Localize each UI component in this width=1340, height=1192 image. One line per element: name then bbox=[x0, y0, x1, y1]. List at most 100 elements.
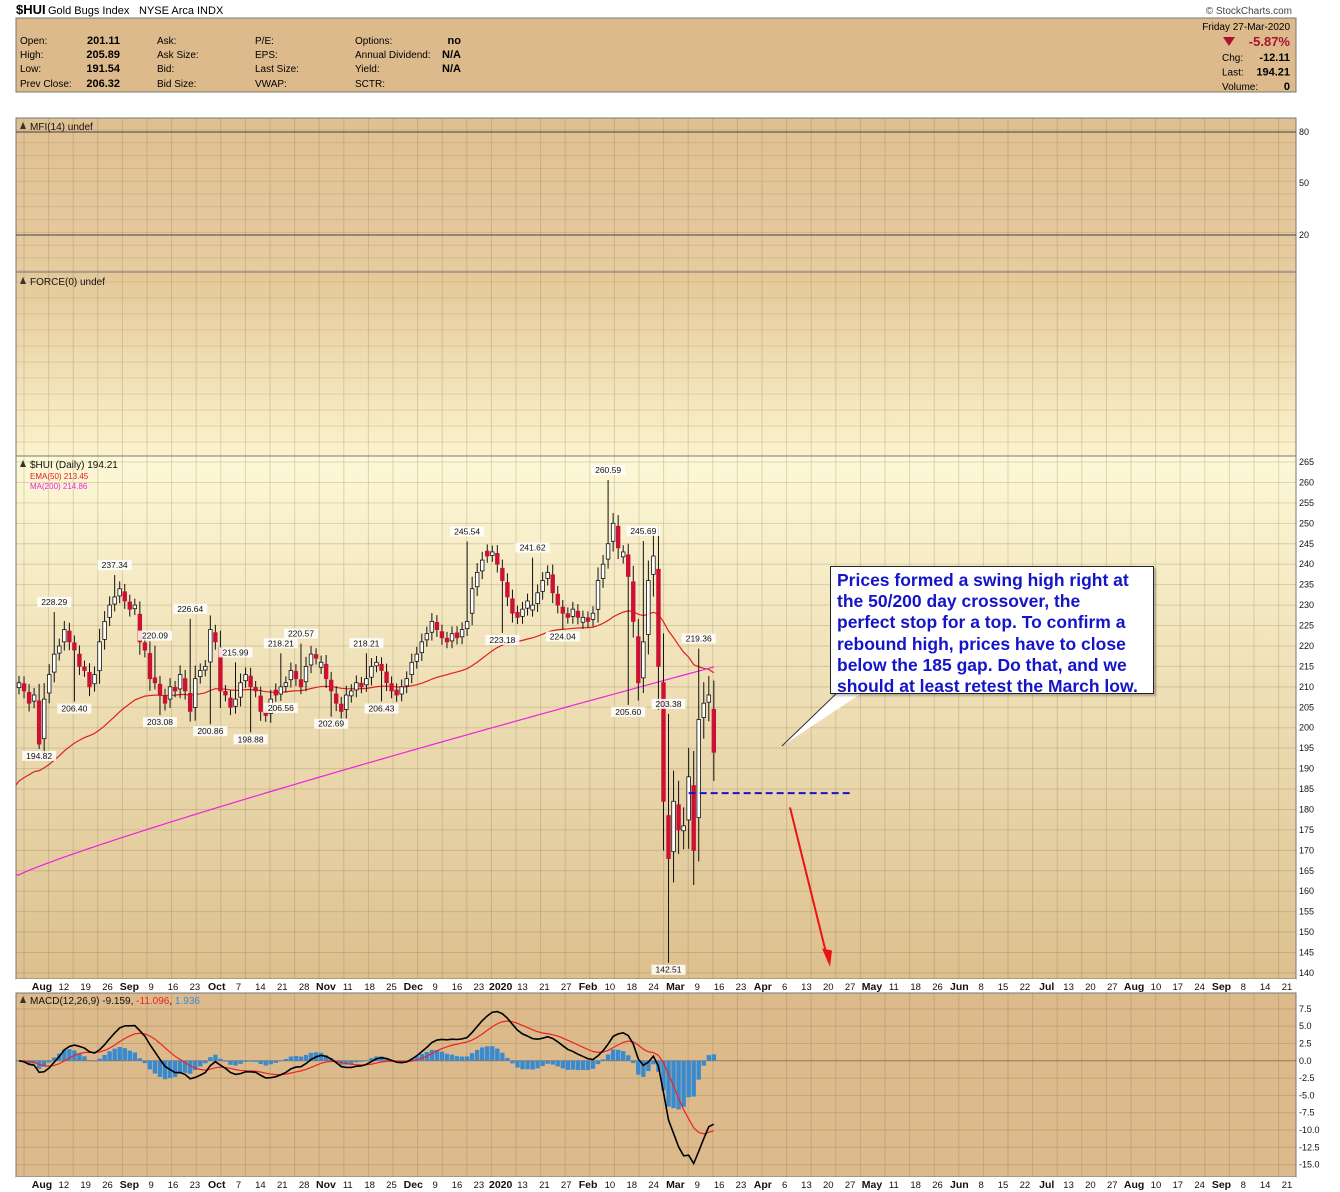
price-tick: 180 bbox=[1299, 804, 1314, 814]
candle bbox=[41, 698, 47, 740]
candle bbox=[676, 804, 681, 831]
candle bbox=[444, 637, 450, 643]
histogram-bar bbox=[626, 1055, 631, 1061]
candle bbox=[208, 629, 213, 663]
candle bbox=[424, 633, 430, 641]
x-axis-label: Jun bbox=[950, 981, 969, 993]
x-axis-label: 27 bbox=[1107, 982, 1118, 993]
quote-value: N/A bbox=[442, 63, 461, 75]
x-axis-label: 10 bbox=[605, 1180, 616, 1191]
candle bbox=[434, 622, 440, 631]
candle bbox=[520, 608, 525, 617]
watermark: © StockCharts.com bbox=[1206, 6, 1292, 17]
macd-label: MACD(12,26,9) bbox=[30, 996, 99, 1007]
quote-date: Friday 27-Mar-2020 bbox=[1202, 22, 1290, 33]
histogram-bar bbox=[565, 1060, 571, 1070]
histogram-bar bbox=[218, 1058, 223, 1061]
candle bbox=[469, 588, 475, 614]
x-axis-label: 8 bbox=[1241, 1180, 1246, 1191]
macd-y-axis: 7.5 5.0 2.5 0.0 -2.5 -5.0 -7.5 -10.0 -12.5 -15.0 bbox=[1299, 1004, 1320, 1170]
histogram-bar bbox=[459, 1056, 465, 1061]
histogram-bar bbox=[671, 1060, 676, 1109]
quote-value: no bbox=[448, 35, 462, 47]
x-axis-label: 28 bbox=[299, 1180, 310, 1191]
price-label-bg bbox=[450, 526, 485, 537]
histogram-bar bbox=[193, 1060, 198, 1071]
x-axis-label: 18 bbox=[910, 1180, 921, 1191]
candle bbox=[666, 815, 671, 859]
histogram-bar bbox=[469, 1053, 475, 1061]
x-axis-label: 18 bbox=[626, 1180, 637, 1191]
x-axis-label: Jul bbox=[1039, 981, 1054, 993]
candle bbox=[374, 661, 379, 667]
histogram-bar bbox=[364, 1060, 369, 1061]
down-arrow bbox=[789, 807, 828, 957]
histogram-bar bbox=[147, 1060, 153, 1070]
macd-tick: 7.5 bbox=[1299, 1004, 1312, 1014]
histogram-bar bbox=[47, 1060, 52, 1063]
candle bbox=[213, 632, 218, 643]
macd-tick: -5.0 bbox=[1299, 1090, 1315, 1100]
mfi-tick: 20 bbox=[1299, 230, 1309, 240]
quote-value: 201.11 bbox=[87, 35, 120, 47]
price-tick: 185 bbox=[1299, 784, 1314, 794]
x-axis-band-top bbox=[16, 979, 1296, 993]
quote-label: Ask: bbox=[157, 36, 176, 47]
price-label-text: 198.88 bbox=[238, 734, 264, 744]
x-axis-label: 13 bbox=[801, 982, 812, 993]
macd-line bbox=[18, 1010, 715, 1166]
price-label-bg bbox=[364, 703, 399, 714]
x-axis-label: 8 bbox=[1241, 982, 1246, 993]
candle bbox=[182, 678, 188, 692]
price-label-text: 228.29 bbox=[41, 597, 67, 607]
candle bbox=[615, 525, 621, 549]
annotation-box: Prices formed a swing high right at the … bbox=[830, 566, 1154, 696]
candle bbox=[550, 574, 555, 594]
candle bbox=[691, 785, 696, 851]
candle bbox=[449, 633, 455, 642]
x-axis-label: Sep bbox=[1212, 981, 1231, 993]
candle bbox=[565, 613, 571, 618]
histogram-bar bbox=[661, 1060, 666, 1091]
x-axis-label: Mar bbox=[666, 981, 685, 993]
macd-tick: -7.5 bbox=[1299, 1108, 1315, 1118]
candle bbox=[459, 629, 465, 638]
x-axis-label: Aug bbox=[1124, 1179, 1144, 1191]
price-panel-icon bbox=[20, 460, 26, 467]
quote-label: Open: bbox=[20, 36, 47, 47]
x-axis-label: 19 bbox=[80, 982, 91, 993]
mfi-tick: 80 bbox=[1299, 127, 1309, 137]
x-axis-label: 26 bbox=[102, 1180, 113, 1191]
histogram-bar bbox=[273, 1060, 278, 1063]
x-axis-label: 13 bbox=[801, 1180, 812, 1191]
candle bbox=[328, 679, 334, 692]
histogram-bar bbox=[590, 1060, 596, 1069]
x-axis-label: 12 bbox=[59, 982, 70, 993]
x-axis-label: Dec bbox=[404, 1179, 423, 1191]
x-axis-label: 22 bbox=[1020, 1180, 1031, 1191]
x-axis-label: 8 bbox=[979, 1180, 984, 1191]
x-axis-label: Feb bbox=[579, 981, 598, 993]
histogram-bar bbox=[676, 1060, 681, 1110]
price-tick: 205 bbox=[1299, 702, 1314, 712]
price-label-text: 260.59 bbox=[595, 465, 621, 475]
price-label-bg bbox=[283, 628, 318, 639]
x-axis-label: 6 bbox=[782, 982, 787, 993]
exchange-text: NYSE Arca bbox=[139, 5, 195, 17]
x-axis-label: Sep bbox=[1212, 1179, 1231, 1191]
candle bbox=[389, 683, 394, 692]
price-label-bg bbox=[349, 638, 384, 649]
histogram-bar bbox=[102, 1054, 107, 1061]
candle bbox=[318, 661, 324, 668]
x-axis-label: 27 bbox=[561, 982, 572, 993]
price-label-bg bbox=[37, 597, 72, 608]
x-axis-label: 25 bbox=[386, 982, 397, 993]
price-label-bg bbox=[591, 465, 626, 476]
x-axis-label: Nov bbox=[316, 981, 336, 993]
histogram-bar bbox=[92, 1060, 97, 1062]
histogram-bar bbox=[595, 1060, 601, 1065]
histogram-bar bbox=[681, 1060, 686, 1107]
candle bbox=[701, 702, 706, 718]
histogram-bar bbox=[615, 1049, 621, 1061]
candle bbox=[167, 686, 173, 700]
